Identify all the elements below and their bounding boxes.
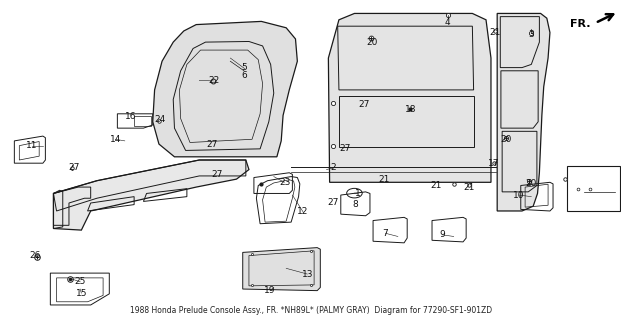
Text: 27: 27 — [211, 171, 222, 180]
Text: 21: 21 — [430, 181, 442, 190]
Polygon shape — [328, 13, 491, 182]
Text: 26: 26 — [29, 251, 40, 260]
Text: 23: 23 — [279, 178, 290, 187]
Text: 27: 27 — [340, 144, 351, 153]
Text: 19: 19 — [264, 286, 276, 295]
Polygon shape — [497, 13, 550, 211]
Text: FR.: FR. — [570, 19, 590, 28]
Text: 21: 21 — [490, 28, 501, 37]
Text: 27: 27 — [206, 140, 218, 149]
Text: 16: 16 — [125, 113, 137, 122]
Text: 20: 20 — [366, 38, 378, 47]
Text: 27: 27 — [358, 100, 369, 109]
Polygon shape — [153, 21, 297, 157]
Text: 15: 15 — [76, 289, 87, 298]
Text: 20: 20 — [501, 135, 512, 144]
Text: 27: 27 — [327, 197, 338, 206]
Text: 14: 14 — [110, 135, 121, 144]
Polygon shape — [53, 160, 249, 230]
Text: 22: 22 — [208, 76, 220, 85]
Text: 18: 18 — [404, 105, 416, 114]
Text: 13: 13 — [302, 269, 313, 279]
Text: 5: 5 — [242, 63, 248, 72]
Text: 4: 4 — [445, 19, 450, 28]
Text: 3: 3 — [529, 30, 534, 39]
Text: 1988 Honda Prelude Console Assy., FR. *NH89L* (PALMY GRAY)  Diagram for 77290-SF: 1988 Honda Prelude Console Assy., FR. *N… — [130, 306, 492, 315]
Text: 7: 7 — [383, 229, 388, 238]
Text: 27: 27 — [68, 164, 80, 172]
Text: 24: 24 — [154, 115, 165, 124]
Text: 8: 8 — [353, 200, 358, 209]
Text: 6: 6 — [242, 71, 248, 80]
Text: 20: 20 — [525, 180, 536, 188]
Text: 25: 25 — [75, 277, 86, 286]
Polygon shape — [243, 248, 320, 291]
Text: 2: 2 — [330, 164, 335, 172]
Text: 21: 21 — [378, 175, 389, 184]
Text: 21: 21 — [463, 183, 475, 192]
Text: 1: 1 — [355, 189, 360, 198]
Text: 17: 17 — [488, 159, 500, 168]
Text: 9: 9 — [440, 230, 445, 239]
Text: 10: 10 — [513, 190, 524, 200]
Text: 12: 12 — [297, 207, 309, 216]
Text: 11: 11 — [26, 141, 37, 150]
